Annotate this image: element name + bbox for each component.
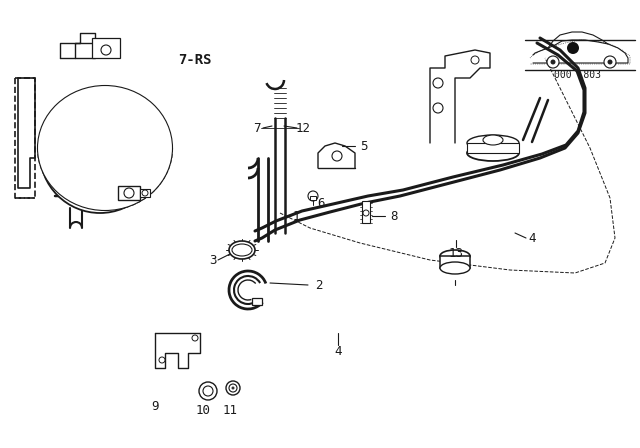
Circle shape (159, 357, 165, 363)
Ellipse shape (440, 262, 470, 274)
Circle shape (232, 387, 234, 389)
Circle shape (199, 382, 217, 400)
Circle shape (433, 78, 443, 88)
Ellipse shape (483, 135, 503, 145)
Bar (362, 201, 370, 223)
Circle shape (142, 190, 148, 196)
Circle shape (433, 103, 443, 113)
Circle shape (471, 56, 479, 64)
Circle shape (567, 42, 579, 54)
Text: 7-RS: 7-RS (179, 53, 212, 67)
Text: 9: 9 (151, 400, 159, 413)
Circle shape (604, 56, 616, 68)
Bar (440, 256, 470, 268)
Ellipse shape (467, 135, 519, 151)
Circle shape (88, 141, 112, 165)
Ellipse shape (229, 241, 255, 259)
Ellipse shape (467, 145, 519, 161)
Text: 7: 7 (253, 121, 260, 134)
Bar (252, 298, 262, 305)
Circle shape (607, 60, 612, 65)
Text: 11: 11 (223, 404, 237, 417)
Circle shape (332, 151, 342, 161)
Circle shape (124, 188, 134, 198)
Bar (310, 196, 316, 200)
Bar (467, 143, 519, 153)
Text: 10: 10 (195, 404, 211, 417)
Ellipse shape (38, 86, 173, 211)
Text: 3: 3 (209, 254, 217, 267)
Text: 12: 12 (296, 121, 310, 134)
Text: 5: 5 (360, 139, 367, 152)
Circle shape (547, 56, 559, 68)
Circle shape (550, 60, 556, 65)
Circle shape (40, 93, 160, 213)
Text: 4: 4 (528, 232, 536, 245)
Circle shape (55, 108, 145, 198)
Circle shape (192, 335, 198, 341)
Circle shape (308, 191, 318, 201)
Text: 000  803: 000 803 (554, 70, 602, 80)
Bar (140, 189, 150, 197)
Circle shape (363, 210, 369, 216)
Text: 6: 6 (317, 197, 324, 210)
Ellipse shape (232, 244, 252, 256)
Circle shape (203, 386, 213, 396)
Text: 13: 13 (449, 246, 463, 259)
Ellipse shape (440, 250, 470, 262)
Text: 8: 8 (390, 210, 397, 223)
Circle shape (229, 384, 237, 392)
Text: 1: 1 (292, 210, 300, 223)
Bar (118, 186, 140, 200)
Circle shape (101, 45, 111, 55)
Bar (92, 38, 120, 58)
Text: 2: 2 (315, 279, 323, 292)
Circle shape (226, 381, 240, 395)
Text: 4: 4 (334, 345, 342, 358)
